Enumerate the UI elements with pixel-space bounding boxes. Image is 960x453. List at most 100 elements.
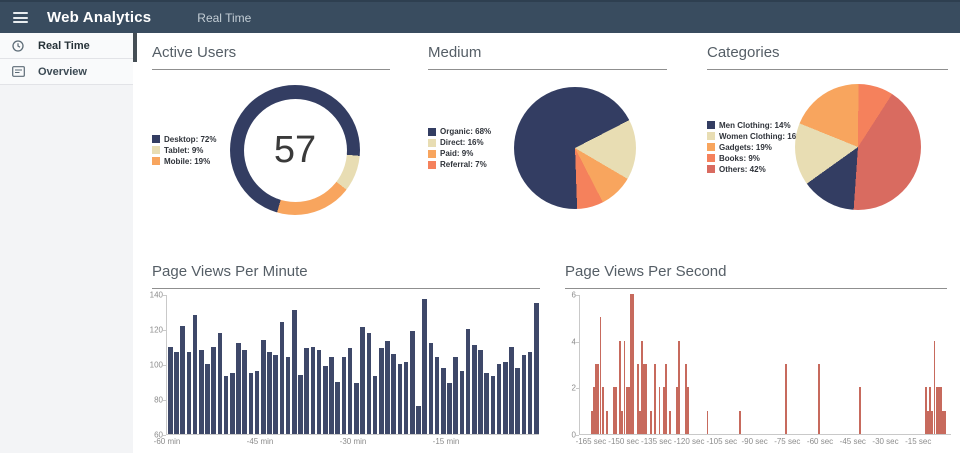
bar: [360, 327, 365, 434]
legend-item: Referral: 7%: [428, 160, 514, 169]
bar: [533, 302, 539, 434]
bar: [273, 355, 279, 434]
bar: [372, 376, 378, 434]
bar: [643, 364, 646, 434]
y-axis-tick: [163, 365, 166, 366]
menu-icon[interactable]: [13, 12, 28, 23]
bar: [261, 339, 266, 434]
y-axis-label: 4: [571, 337, 576, 347]
bar: [502, 362, 508, 434]
scrollbar-thumb[interactable]: [133, 33, 137, 62]
bar: [630, 294, 632, 434]
legend-swatch: [707, 132, 715, 140]
y-axis-tick: [163, 295, 166, 296]
bar: [636, 364, 639, 434]
bar: [929, 387, 931, 434]
legend-item: Tablet: 9%: [152, 146, 230, 155]
legend-label: Tablet: 9%: [164, 145, 204, 155]
bar: [641, 340, 643, 434]
bar: [496, 364, 502, 434]
legend-label: Mobile: 19%: [164, 156, 211, 166]
bar: [440, 367, 446, 434]
bar: [926, 410, 929, 434]
legend-swatch: [428, 160, 436, 169]
bar: [366, 332, 372, 434]
bar: [459, 371, 465, 434]
y-axis-tick: [576, 295, 579, 296]
bar: [739, 410, 742, 434]
legend-item: Organic: 68%: [428, 127, 514, 136]
bar: [590, 410, 593, 434]
bar: [678, 340, 680, 434]
legend-label: Referral: 7%: [440, 160, 487, 169]
legend-item: Desktop: 72%: [152, 135, 230, 144]
page-views-per-minute-chart: 140 120 100 80 60 -60 min -45 min -30 min -15 mi…: [150, 291, 539, 446]
y-axis-label: 6: [571, 290, 576, 300]
bar: [662, 387, 665, 434]
bar: [465, 329, 471, 434]
x-axis-label: -105 sec: [706, 437, 738, 446]
bar: [397, 364, 403, 434]
x-axis-label: -60 min: [153, 437, 181, 446]
y-axis-label: 140: [149, 290, 163, 300]
active-users-donut-chart: 57: [230, 85, 360, 215]
bars: [168, 295, 539, 434]
bar: [942, 410, 945, 434]
legend-item: Others: 42%: [707, 165, 795, 174]
legend-label: Women Clothing: 16%: [719, 131, 804, 141]
bar: [186, 351, 192, 434]
categories-legend: Men Clothing: 14% Women Clothing: 16% Gadg…: [707, 119, 803, 176]
y-axis-tick: [163, 330, 166, 331]
y-axis-label: 60: [154, 430, 163, 440]
app-title: Web Analytics: [47, 9, 152, 26]
y-axis-label: 2: [571, 383, 576, 393]
bar: [619, 340, 622, 434]
legend-item: Women Clothing: 16%: [707, 132, 803, 141]
medium-legend: Organic: 68% Direct: 16% Paid: 9% Referral:…: [428, 125, 514, 171]
bar: [601, 387, 604, 434]
bar: [168, 346, 173, 434]
sidebar-item-real-time[interactable]: Real Time: [0, 33, 133, 59]
y-axis-label: 80: [154, 395, 163, 405]
bar: [335, 381, 341, 434]
breadcrumb: Real Time: [197, 10, 252, 25]
legend-swatch: [152, 135, 160, 143]
bar: [192, 315, 198, 434]
x-axis-label: -15 sec: [905, 437, 932, 446]
bar: [628, 387, 630, 434]
bar: [223, 376, 229, 434]
bar: [509, 346, 514, 434]
top-bar: Web Analytics Real Time: [0, 0, 960, 33]
bar: [676, 387, 678, 434]
sidebar: Real Time Overview: [0, 33, 133, 453]
legend-swatch: [707, 165, 715, 173]
bar: [471, 344, 477, 434]
bar: [649, 410, 652, 434]
bar: [490, 376, 496, 434]
legend-item: Books: 9%: [707, 154, 795, 163]
legend-swatch: [707, 154, 715, 162]
x-axis-label: -30 min: [339, 437, 367, 446]
medium-card: Medium Organic: 68% Direct: 16% Paid: 9% Re…: [428, 44, 667, 209]
legend-item: Gadgets: 19%: [707, 143, 795, 152]
bar: [391, 353, 396, 434]
card-title: Categories: [707, 44, 948, 70]
clock-icon: [12, 39, 25, 52]
bar: [205, 364, 210, 434]
legend-label: Men Clothing: 14%: [719, 120, 791, 130]
bar: [478, 350, 483, 434]
y-axis-tick: [576, 341, 579, 343]
bar: [248, 372, 254, 434]
legend-swatch: [707, 143, 715, 151]
legend-label: Desktop: 72%: [164, 134, 217, 144]
sidebar-item-overview[interactable]: Overview: [0, 59, 133, 85]
bar: [447, 383, 452, 434]
x-axis-label: -30 sec: [872, 437, 899, 446]
y-axis-tick: [163, 435, 166, 436]
legend-label: Paid: 9%: [440, 149, 474, 158]
page-views-per-minute-card: Page Views Per Minute 140 120 100 80 60 -60 m…: [150, 263, 540, 446]
bar: [279, 322, 285, 434]
legend-label: Direct: 16%: [440, 138, 484, 147]
bar: [484, 372, 489, 434]
x-axis-label: -150 sec: [608, 437, 639, 446]
